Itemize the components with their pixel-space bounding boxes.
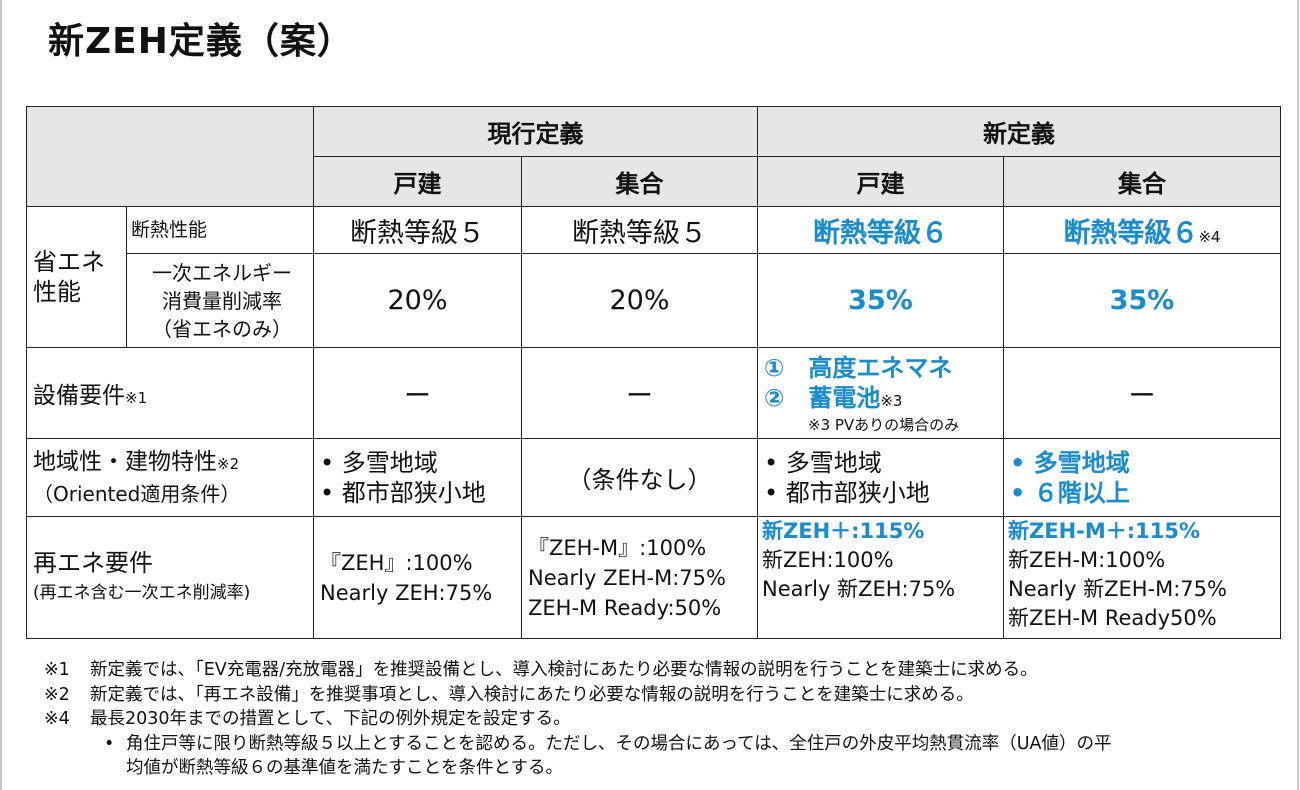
renewable-zeh-m-line: 『ZEH-M』:100% [528, 535, 707, 560]
region-new-collective: • 多雪地域 • ６階以上 [1003, 438, 1281, 517]
equipment-battery-mark: ※3 [880, 391, 903, 410]
insulation-new-collective: 断熱等級６ [1063, 217, 1199, 249]
footnote-1-mark: ※1 [44, 660, 70, 680]
header-current-collective: 集合 [521, 156, 758, 207]
footnote-2-text: 新定義では、「再エネ設備」を推奨事項とし、導入検討にあたり必要な情報の説明を行う… [90, 684, 974, 705]
region-new-detached: • 多雪地域 • 都市部狭小地 [757, 438, 1004, 517]
equipment-item-battery-line: ② 蓄電池※3 [764, 383, 1003, 416]
insulation-note-mark: ※4 [1198, 227, 1221, 246]
equipment-label-mark: ※1 [125, 389, 148, 407]
reduction-label-line1: 一次エネルギー [152, 260, 292, 285]
insulation-new-collective-cell: 断熱等級６※4 [1003, 206, 1281, 254]
renewable-label-sub: (再エネ含む一次エネ削減率) [33, 582, 251, 603]
right-edge-rule [1297, 0, 1299, 790]
left-edge-rule [0, 0, 2, 790]
region-new-collective-heavy-snow: • 多雪地域 [1010, 448, 1130, 477]
footnote-2-mark: ※2 [44, 684, 70, 705]
equipment-label: 設備要件 [33, 383, 125, 409]
equipment-item-energy-management: ① 高度エネマネ [764, 353, 953, 382]
footnote-4-sub-line2: 均値が断熱等級６の基準値を満たすことを条件とする。 [126, 758, 563, 778]
header-current-definition: 現行定義 [313, 106, 758, 157]
renewable-new-nearly-zeh-line: Nearly 新ZEH:75% [762, 577, 956, 601]
header-new-collective: 集合 [1003, 156, 1281, 207]
row-reduction: 一次エネルギー 消費量削減率 （省エネのみ） 20% 20% 35% 35% [27, 253, 1281, 348]
header-current-detached: 戸建 [313, 156, 522, 207]
renewable-current-detached: 『ZEH』:100% Nearly ZEH:75% [313, 516, 522, 639]
insulation-label: 断熱性能 [126, 206, 314, 254]
footnote-4-sub-line1: 角住戸等に限り断熱等級５以上とすることを認める。ただし、その場合にあっては、全住… [126, 733, 1112, 754]
energy-group-label-line2: 性能 [33, 278, 81, 306]
region-label-cell: 地域性・建物特性※2 （Oriented適用条件） [26, 438, 314, 517]
header-new-definition: 新定義 [757, 106, 1281, 157]
footnote-1: ※1 新定義では、「EV充電器/充放電器」を推奨設備とし、導入検討にあたり必要な… [44, 658, 1284, 683]
footnote-4: ※4 最長2030年までの措置として、下記の例外規定を設定する。 [44, 707, 1284, 732]
reduction-label: 一次エネルギー 消費量削減率 （省エネのみ） [126, 253, 314, 348]
region-current-detached: • 多雪地域 • 都市部狭小地 [313, 438, 522, 517]
region-new-item-heavy-snow: • 多雪地域 [764, 448, 882, 477]
renewable-new-detached: 新ZEH＋:115% 新ZEH:100% Nearly 新ZEH:75% [757, 516, 1004, 639]
renewable-new-zeh-m-plus-line: 新ZEH-M＋:115% [1008, 519, 1201, 543]
equipment-item-battery: ② 蓄電池 [764, 383, 881, 412]
footnote-4-sub-text: 角住戸等に限り断熱等級５以上とすることを認める。ただし、その場合にあっては、全住… [126, 732, 1112, 781]
renewable-label-cell: 再エネ要件 (再エネ含む一次エネ削減率) [26, 516, 314, 639]
energy-group-label-line1: 省エネ [33, 248, 105, 276]
equipment-pv-note: ※3 PVありの場合のみ [808, 415, 960, 434]
footnote-4-sub: • 角住戸等に限り断熱等級５以上とすることを認める。ただし、その場合にあっては、… [44, 732, 1284, 781]
row-region: 地域性・建物特性※2 （Oriented適用条件） • 多雪地域 • 都市部狭小… [26, 438, 1281, 517]
renewable-zeh-m-ready-line: ZEH-M Ready:50% [528, 595, 722, 620]
reduction-label-line3: （省エネのみ） [152, 316, 292, 341]
region-item-heavy-snow: • 多雪地域 [320, 448, 438, 477]
header-row-top: 現行定義 新定義 [26, 106, 1281, 207]
page-title: 新ZEH定義（案） [48, 21, 354, 62]
renewable-new-zeh-m-line: 新ZEH-M:100% [1008, 548, 1166, 572]
footnote-4-sub-bullet: • [104, 733, 115, 754]
equipment-new-detached: ① 高度エネマネ ② 蓄電池※3 ※3 PVありの場合のみ [757, 347, 1004, 439]
energy-performance-group-label: 省エネ 性能 [26, 206, 127, 348]
renewable-current-collective: 『ZEH-M』:100% Nearly ZEH-M:75% ZEH-M Read… [521, 516, 758, 639]
renewable-label: 再エネ要件 [33, 548, 153, 577]
equipment-new-collective: ー [1003, 347, 1281, 439]
region-item-urban-narrow: • 都市部狭小地 [320, 478, 486, 507]
region-new-item-urban-narrow: • 都市部狭小地 [764, 478, 930, 507]
zeh-definition-table: 現行定義 新定義 戸建 集合 戸建 集合 省エネ 性能 断熱性能 断熱等級５ 断… [26, 106, 1281, 639]
header-new-detached: 戸建 [757, 156, 1004, 207]
header-row-sub: 戸建 集合 戸建 集合 [27, 156, 1281, 207]
reduction-label-line2: 消費量削減率 [162, 288, 282, 313]
footnotes: ※1 新定義では、「EV充電器/充放電器」を推奨設備とし、導入検討にあたり必要な… [44, 658, 1284, 781]
footnote-1-text: 新定義では、「EV充電器/充放電器」を推奨設備とし、導入検討にあたり必要な情報の… [90, 660, 1038, 680]
row-equipment: 設備要件※1 ー ー ① 高度エネマネ ② 蓄電池※3 ※3 PVありの場合のみ… [26, 347, 1281, 439]
region-label: 地域性・建物特性 [33, 448, 217, 475]
header-corner [26, 106, 314, 207]
insulation-current-collective: 断熱等級５ [521, 206, 758, 254]
region-label-sub: （Oriented適用条件） [33, 481, 241, 506]
insulation-new-detached: 断熱等級６ [757, 206, 1004, 254]
reduction-current-detached: 20% [313, 253, 522, 348]
row-renewable: 再エネ要件 (再エネ含む一次エネ削減率) 『ZEH』:100% Nearly Z… [26, 516, 1281, 639]
renewable-new-zeh-line: 新ZEH:100% [762, 548, 894, 572]
renewable-new-nearly-zeh-m-line: Nearly 新ZEH-M:75% [1008, 577, 1227, 601]
renewable-new-zeh-m-ready-line: 新ZEH-M Ready50% [1008, 606, 1217, 630]
row-insulation: 省エネ 性能 断熱性能 断熱等級５ 断熱等級５ 断熱等級６ 断熱等級６※4 [26, 206, 1281, 348]
renewable-new-zeh-plus-line: 新ZEH＋:115% [762, 519, 925, 543]
renewable-nearly-zeh-m-line: Nearly ZEH-M:75% [528, 565, 726, 590]
region-label-mark: ※2 [217, 454, 240, 473]
renewable-nearly-zeh-line: Nearly ZEH:75% [320, 580, 493, 605]
region-new-collective-six-floors: • ６階以上 [1010, 478, 1130, 507]
renewable-new-collective: 新ZEH-M＋:115% 新ZEH-M:100% Nearly 新ZEH-M:7… [1003, 516, 1281, 639]
reduction-new-detached: 35% [757, 253, 1004, 348]
reduction-new-collective: 35% [1003, 253, 1281, 348]
region-current-collective: （条件なし） [521, 438, 758, 517]
insulation-current-detached: 断熱等級５ [313, 206, 522, 254]
renewable-zeh-line: 『ZEH』:100% [320, 550, 473, 575]
equipment-current-collective: ー [521, 347, 758, 439]
footnote-2: ※2 新定義では、「再エネ設備」を推奨事項とし、導入検討にあたり必要な情報の説明… [44, 683, 1284, 708]
reduction-current-collective: 20% [521, 253, 758, 348]
footnote-4-text: 最長2030年までの措置として、下記の例外規定を設定する。 [90, 709, 571, 729]
footnote-4-mark: ※4 [44, 709, 70, 729]
equipment-current-detached: ー [313, 347, 522, 439]
equipment-label-cell: 設備要件※1 [26, 347, 314, 439]
